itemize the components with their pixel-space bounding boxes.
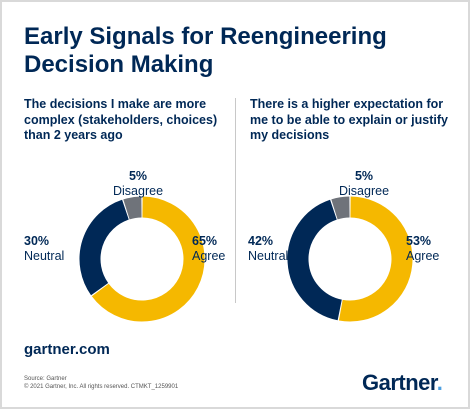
donut-slice-agree <box>91 196 205 322</box>
right-disagree-label: 5% Disagree <box>339 169 389 199</box>
website-link[interactable]: gartner.com <box>24 341 110 358</box>
logo-text: Gartner <box>362 370 437 395</box>
left-neutral-label: 30% Neutral <box>24 234 64 264</box>
right-agree-value: 53% <box>406 234 432 248</box>
column-divider <box>235 98 236 303</box>
left-disagree-label: 5% Disagree <box>113 169 163 199</box>
donut-chart-left <box>79 196 205 322</box>
left-disagree-value: 5% <box>128 169 148 183</box>
left-agree-category: Agree <box>192 249 226 263</box>
right-neutral-value: 42% <box>248 234 274 248</box>
source-line: Source: Gartner <box>24 376 67 382</box>
right-agree-label: 53% Agree <box>406 234 439 264</box>
copyright-line: © 2021 Gartner, Inc. All rights reserved… <box>24 384 179 390</box>
donut-slice-agree <box>338 196 413 322</box>
donut-slice-disagree <box>331 196 350 220</box>
left-disagree-category: Disagree <box>113 184 164 198</box>
right-disagree-value: 5% <box>354 169 374 183</box>
right-neutral-category: Neutral <box>248 249 289 263</box>
left-agree-value: 65% <box>192 234 218 248</box>
left-neutral-value: 30% <box>24 234 50 248</box>
logo-dot: . <box>436 370 443 395</box>
chart-left-title: The decisions I make are more complex (s… <box>24 97 218 142</box>
donut-slice-neutral <box>79 199 130 296</box>
donut-chart-right <box>287 196 413 322</box>
right-neutral-label: 42% Neutral <box>248 234 288 264</box>
right-agree-category: Agree <box>406 249 440 263</box>
source-note: Source: Gartner © 2021 Gartner, Inc. All… <box>24 375 178 391</box>
donut-slice-neutral <box>287 199 343 321</box>
donut-slice-disagree <box>123 196 142 220</box>
left-agree-label: 65% Agree <box>192 234 225 264</box>
page-title: Early Signals for Reengineering Decision… <box>24 23 387 78</box>
chart-right-title: There is a higher expectation for me to … <box>250 97 448 142</box>
gartner-logo: Gartner. <box>362 370 443 396</box>
left-neutral-category: Neutral <box>24 249 65 263</box>
right-disagree-category: Disagree <box>339 184 390 198</box>
